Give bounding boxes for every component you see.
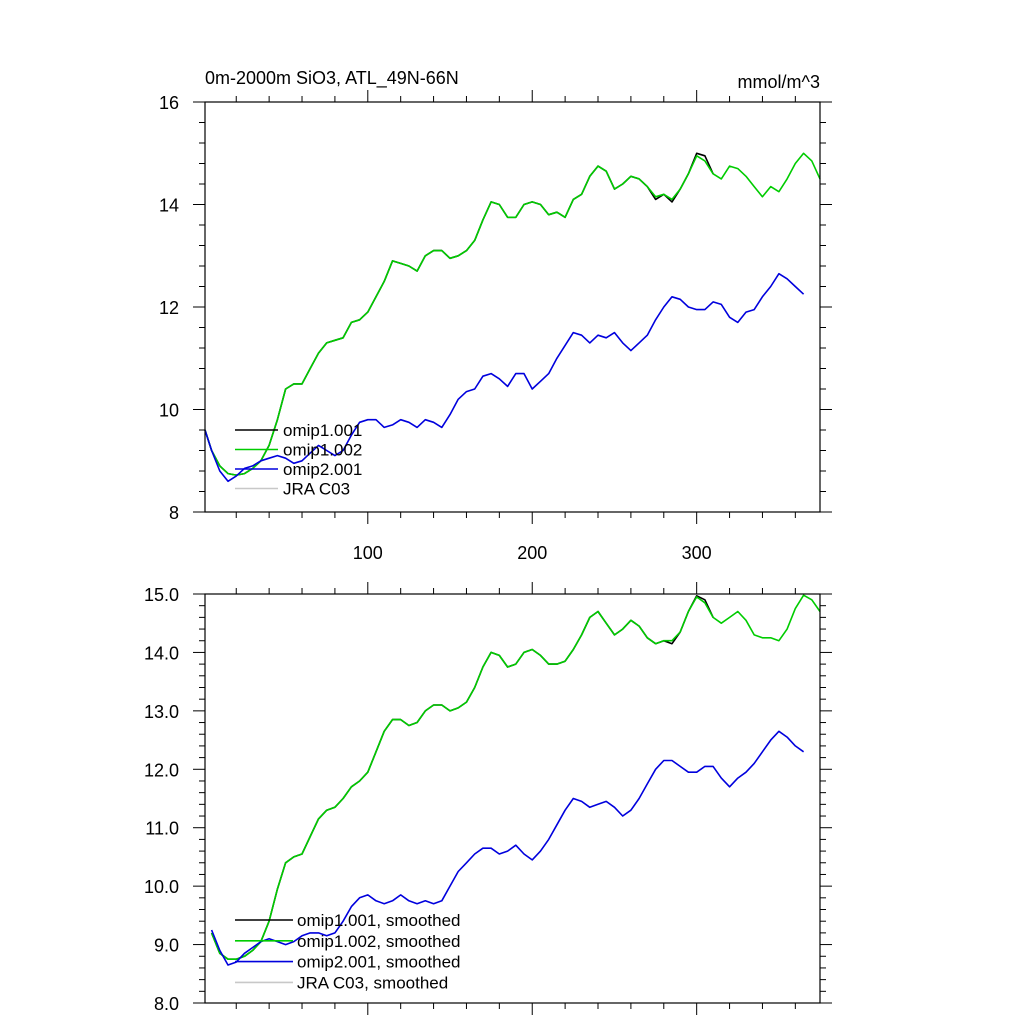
y-tick-label: 8 bbox=[169, 503, 179, 523]
legend: omip1.001, smoothed omip1.002, smoothed om… bbox=[235, 911, 461, 992]
y-tick-label: 16 bbox=[159, 93, 179, 113]
y-tick-label: 12.0 bbox=[144, 760, 179, 780]
y-tick-label: 9.0 bbox=[154, 936, 179, 956]
series-line-0 bbox=[204, 152, 714, 476]
legend-label: JRA C03 bbox=[283, 480, 350, 499]
plot-frame bbox=[204, 593, 821, 1004]
x-tick-label: 200 bbox=[517, 543, 547, 563]
series-line-2 bbox=[210, 730, 805, 966]
y-tick-label: 12 bbox=[159, 298, 179, 318]
panel-raw: 8 10 12 14 16 100 200 300 omip1.001omip1.002omip… bbox=[159, 90, 832, 563]
series-line-0 bbox=[210, 595, 714, 960]
legend-label: omip2.001, smoothed bbox=[297, 953, 461, 972]
legend-label: omip1.001, smoothed bbox=[297, 911, 461, 930]
tick-marks bbox=[193, 582, 832, 1015]
chart-title: 0m-2000m SiO3, ATL_49N-66N bbox=[205, 68, 459, 89]
x-tick-label: 300 bbox=[682, 543, 712, 563]
tick-marks bbox=[193, 90, 832, 524]
y-tick-label: 10 bbox=[159, 401, 179, 421]
y-tick-label: 8.0 bbox=[154, 994, 179, 1014]
y-tick-label: 14.0 bbox=[144, 643, 179, 663]
panel-smoothed: 8.0 9.0 10.0 11.0 12.0 13.0 14.0 15.0 omip1.001,… bbox=[144, 582, 832, 1015]
y-tick-label: 13.0 bbox=[144, 702, 179, 722]
legend-label: JRA C03, smoothed bbox=[297, 973, 448, 992]
series-line-2 bbox=[204, 272, 805, 483]
legend-label: omip1.001 bbox=[283, 421, 362, 440]
y-tick-label: 10.0 bbox=[144, 877, 179, 897]
series-line-1 bbox=[204, 152, 821, 476]
series-line-1 bbox=[210, 594, 821, 960]
legend-label: omip1.002, smoothed bbox=[297, 932, 461, 951]
legend-label: omip1.002 bbox=[283, 441, 362, 460]
x-tick-label: 100 bbox=[353, 543, 383, 563]
y-tick-label: 11.0 bbox=[145, 819, 179, 839]
y-tick-label: 15.0 bbox=[144, 585, 179, 605]
units-label: mmol/m^3 bbox=[738, 72, 820, 92]
y-tick-label: 14 bbox=[159, 196, 179, 216]
legend-label: omip2.001 bbox=[283, 460, 362, 479]
